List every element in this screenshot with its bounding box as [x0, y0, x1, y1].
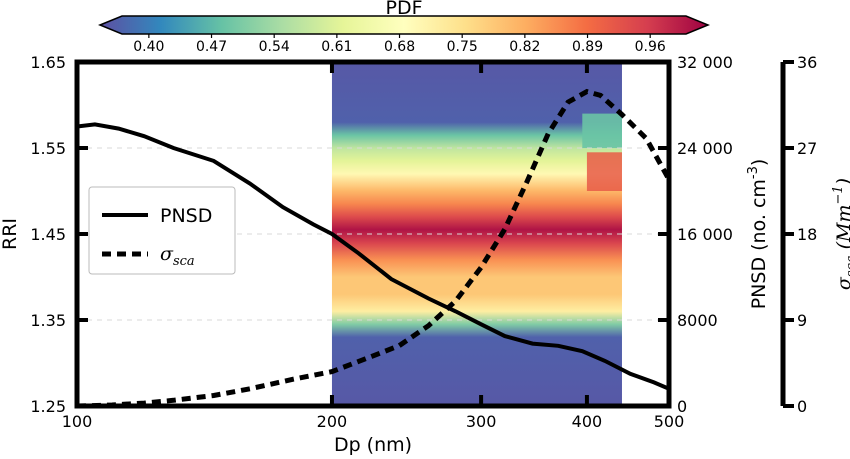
x-tick-label: 400	[572, 412, 603, 431]
legend-sigma-main: σ	[160, 243, 174, 265]
plot-area	[77, 62, 669, 406]
colorbar: PDF 0.40 0.47 0.54 0.61 0.68 0.75 0.82 0.89 0.96	[98, 0, 710, 55]
colorbar-tick-label: 0.61	[321, 39, 352, 55]
pnsd-label-sup: -3	[746, 166, 761, 179]
y-right-sigma-tick-label: 36	[797, 53, 817, 72]
legend-pnsd-label: PNSD	[160, 205, 212, 227]
x-axis-label: Dp (nm)	[334, 434, 412, 456]
legend: PNSD σsca	[88, 186, 236, 275]
sigma-label-units-close: )	[833, 178, 850, 186]
y-right-sigma-tick-label: 27	[797, 139, 817, 158]
colorbar-bar	[98, 15, 710, 35]
colorbar-label: PDF	[385, 0, 422, 19]
x-axis-ticks: 100 200 300 400 500	[62, 62, 685, 431]
y-right-sigma-tick-label: 18	[797, 225, 817, 244]
y-right-sigma-tick-label: 0	[797, 397, 807, 416]
heatmap-edge-feature	[582, 113, 622, 191]
sigma-label-units-sup: −1	[831, 185, 846, 204]
y-left-axis-ticks: 1.25 1.35 1.45 1.55 1.65	[30, 53, 88, 416]
y-left-tick-label: 1.25	[30, 397, 66, 416]
pnsd-label-close: )	[748, 159, 770, 166]
colorbar-tick-label: 0.47	[196, 39, 227, 55]
x-tick-label: 100	[62, 412, 93, 431]
y-left-tick-label: 1.45	[30, 225, 66, 244]
colorbar-ticks: 0.40 0.47 0.54 0.61 0.68 0.75 0.82 0.89 0.96	[133, 34, 666, 55]
sigma-label-sub: sca	[844, 255, 850, 277]
y-right-pnsd-ticks: 0 8000 16 000 24 000 32 000	[658, 53, 733, 416]
x-tick-label: 500	[654, 412, 685, 431]
grid-lines	[77, 62, 669, 406]
y-left-axis-label: RRI	[0, 218, 21, 250]
colorbar-tick-label: 0.75	[447, 39, 478, 55]
heatmap-edge-teal	[582, 113, 622, 148]
x-tick-label: 300	[466, 412, 497, 431]
colorbar-tick-label: 0.96	[635, 39, 666, 55]
legend-sigma-sub: sca	[173, 254, 195, 269]
y-right-pnsd-tick-label: 16 000	[677, 225, 733, 244]
y-right-pnsd-tick-label: 0	[677, 397, 687, 416]
legend-sigma-label: σsca	[160, 243, 195, 269]
sigma-label-main: σ	[833, 276, 850, 290]
colorbar-tick-label: 0.82	[509, 39, 540, 55]
y-right-pnsd-tick-label: 24 000	[677, 139, 733, 158]
colorbar-tick-label: 0.68	[384, 39, 415, 55]
y-right-sigma-label: σsca (Mm−1)	[831, 178, 850, 290]
y-right-pnsd-label: PNSD (no. cm-3)	[746, 159, 770, 310]
colorbar-tick-label: 0.89	[572, 39, 603, 55]
y-left-tick-label: 1.65	[30, 53, 66, 72]
pnsd-label-main: PNSD (no. cm	[748, 179, 770, 309]
heatmap-edge-red	[586, 152, 622, 191]
sigma-label-units: (Mm	[833, 205, 850, 250]
y-right-pnsd-tick-label: 8000	[677, 311, 718, 330]
y-right-sigma-ticks: 0 9 18 27 36	[783, 53, 817, 416]
x-tick-label: 200	[317, 412, 348, 431]
y-left-tick-label: 1.35	[30, 311, 66, 330]
colorbar-tick-label: 0.40	[133, 39, 164, 55]
pnsd-line	[77, 122, 669, 391]
colorbar-tick-label: 0.54	[259, 39, 290, 55]
y-right-pnsd-tick-label: 32 000	[677, 53, 733, 72]
y-left-tick-label: 1.55	[30, 139, 66, 158]
sigma-sca-line	[77, 88, 669, 406]
y-right-sigma-tick-label: 9	[797, 311, 807, 330]
